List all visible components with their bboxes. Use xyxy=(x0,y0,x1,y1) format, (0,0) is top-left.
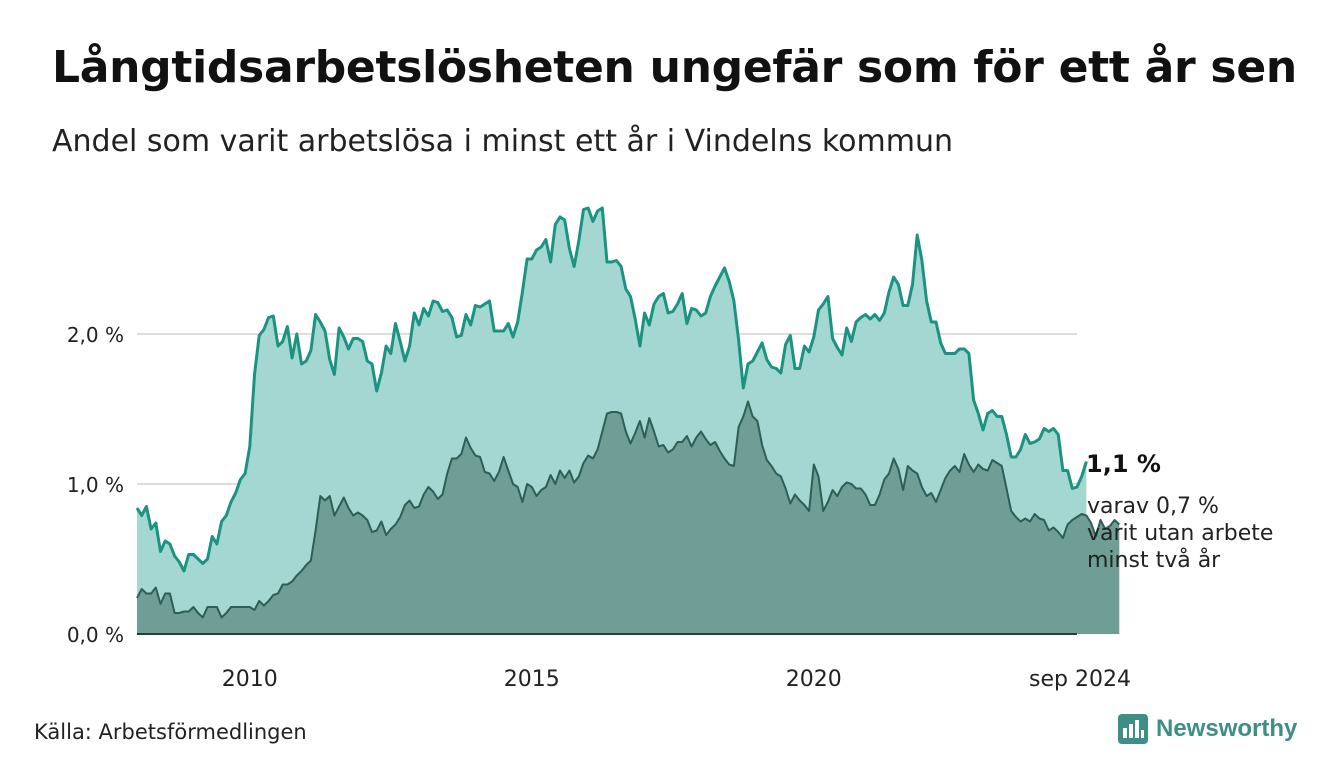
latest-value-label: 1,1 % xyxy=(1086,450,1161,478)
axis-labels: 0,0 % 1,0 % 2,0 % 2010 2015 2020 sep 2024 xyxy=(67,323,1131,692)
y-tick-label: 0,0 % xyxy=(67,623,124,647)
sub-value-label-line2: varit utan arbete xyxy=(1087,521,1273,546)
y-tick-label: 1,0 % xyxy=(67,473,124,497)
sub-value-label-line3: minst två år xyxy=(1087,547,1221,573)
brand-name: Newsworthy xyxy=(1156,715,1298,742)
x-tick-label: 2020 xyxy=(786,667,842,692)
y-tick-label: 2,0 % xyxy=(67,323,124,347)
sub-value-label-line1: varav 0,7 % xyxy=(1087,494,1219,519)
chart-subtitle: Andel som varit arbetslösa i minst ett å… xyxy=(52,124,953,159)
series-two-years-line xyxy=(136,400,1120,619)
chart-title: Långtidsarbetslösheten ungefär som för e… xyxy=(52,42,1297,93)
source-note: Källa: Arbetsförmedlingen xyxy=(34,720,307,744)
series-total-line xyxy=(135,206,1088,573)
x-tick-label: sep 2024 xyxy=(1029,667,1131,692)
newsworthy-logo-icon xyxy=(1118,714,1148,744)
x-tick-label: 2015 xyxy=(504,667,560,692)
x-tick-label: 2010 xyxy=(222,667,278,692)
series-two-years-area xyxy=(137,401,1120,634)
area-layer xyxy=(135,206,1120,635)
brand-logo[interactable]: Newsworthy xyxy=(1118,714,1297,744)
